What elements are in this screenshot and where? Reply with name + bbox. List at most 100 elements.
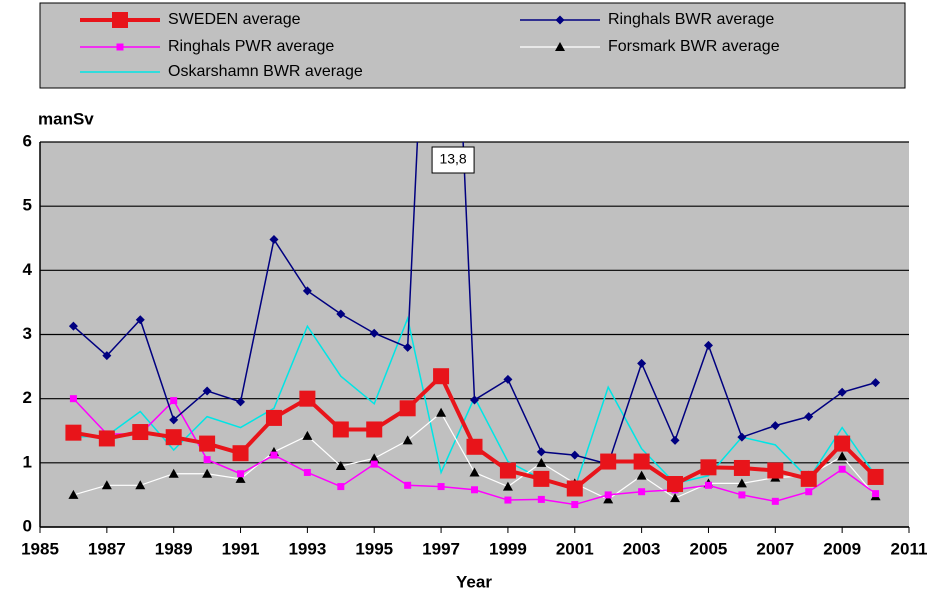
point [536,457,547,467]
y-tick-label: 1 [23,452,32,471]
point [804,412,814,422]
point [366,421,383,438]
point [469,467,480,477]
point [770,421,780,431]
point [169,415,179,425]
x-tick-label: 1999 [489,539,527,558]
x-tick-label: 2011 [891,539,928,558]
point [232,445,249,462]
point [399,400,416,417]
data-label-box [431,146,475,174]
point [433,368,450,385]
point [335,461,346,471]
y-axis-label: manSv [38,109,94,128]
point [437,483,445,491]
point [101,480,112,490]
point [403,342,413,352]
point [369,453,380,463]
point [168,468,179,478]
point [135,480,146,490]
point [834,435,851,452]
point [704,481,712,489]
x-tick-label: 1989 [155,539,193,558]
point [502,481,513,491]
point [800,470,817,487]
point [237,470,245,478]
y-tick-label: 6 [23,131,32,150]
point [838,465,846,473]
point [404,481,412,489]
point [604,491,612,499]
x-axis-label: Year [456,572,492,591]
point [337,483,345,491]
point [670,435,680,445]
point [336,309,346,319]
x-tick-label: 2001 [556,539,594,558]
point [236,397,246,407]
point [871,378,881,388]
point [537,495,545,503]
point [503,374,513,384]
point [736,478,747,488]
point [805,488,813,496]
point [302,430,313,440]
y-tick-label: 0 [23,516,32,535]
point [499,462,516,479]
legend-label: Forsmark BWR average [608,38,780,55]
point [536,447,546,457]
point [466,438,483,455]
legend-label: Ringhals PWR average [168,38,334,55]
point [165,429,182,446]
point [533,470,550,487]
point [737,432,747,442]
y-tick-label: 3 [23,324,32,343]
point [199,435,216,452]
point [68,321,78,331]
point [135,315,145,325]
point [235,473,246,483]
x-tick-label: 1993 [288,539,326,558]
point [202,468,213,478]
plot-series [65,142,884,509]
point [703,340,713,350]
point [471,486,478,494]
point [69,395,77,403]
legend-label: Ringhals BWR average [608,11,774,28]
point [265,409,282,426]
x-tick-label: 2007 [756,539,794,558]
point [436,407,447,417]
point [600,453,617,470]
legend-label: Oskarshamn BWR average [168,63,363,80]
x-tick-label: 2005 [690,539,728,558]
point [667,476,684,493]
point [369,328,379,338]
point [269,235,279,245]
point [65,424,82,441]
point [603,494,614,504]
y-tick-label: 2 [23,388,32,407]
point [370,460,378,468]
point [170,397,178,405]
legend-label: SWEDEN average [168,11,301,28]
point [566,480,583,497]
point [202,386,212,396]
x-tick-label: 1997 [422,539,460,558]
x-tick-label: 1985 [21,539,59,558]
point [733,459,750,476]
point [203,456,211,464]
point [299,390,316,407]
point [570,450,580,460]
point [504,496,512,504]
point [470,395,479,405]
x-tick-label: 1987 [88,539,126,558]
point [837,387,847,397]
point [867,468,884,485]
point [68,489,79,499]
point [633,453,650,470]
point [872,490,880,498]
x-tick-label: 1995 [355,539,393,558]
x-tick-label: 1991 [222,539,260,558]
point [102,351,112,361]
point [571,501,579,509]
